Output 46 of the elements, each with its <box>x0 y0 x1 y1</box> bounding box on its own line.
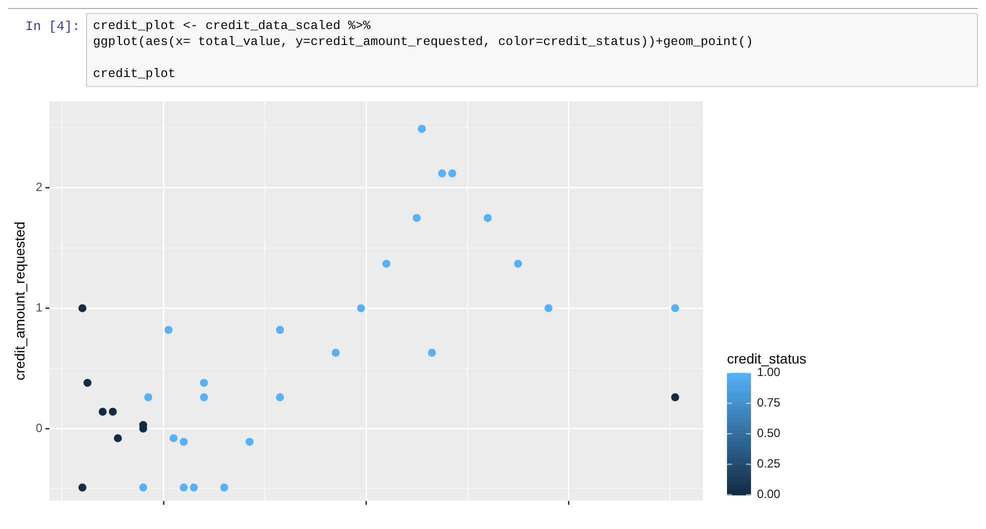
y-tick-label: 2 <box>36 180 43 194</box>
point <box>276 326 284 334</box>
point <box>180 484 188 492</box>
point <box>108 408 117 416</box>
point <box>514 260 522 268</box>
point <box>83 378 92 387</box>
y-tick-label: 0 <box>36 420 43 435</box>
point <box>164 326 173 334</box>
y-tick-label: 1 <box>36 300 43 315</box>
point <box>170 434 178 442</box>
point <box>357 304 366 312</box>
point <box>200 378 208 387</box>
color-bar-title: credit_status <box>727 350 806 367</box>
text: In [4]: <box>24 18 81 34</box>
point <box>144 393 152 402</box>
point <box>671 304 680 312</box>
point <box>190 484 198 492</box>
point <box>412 214 421 222</box>
point <box>544 304 552 312</box>
text: credit_plot <box>93 66 177 82</box>
point <box>428 348 436 357</box>
point <box>448 169 456 178</box>
point <box>220 484 228 492</box>
color-bar-label: 0.50 <box>757 426 781 440</box>
point <box>418 124 426 133</box>
point <box>382 260 390 268</box>
point <box>484 214 492 222</box>
color-bar-label: 0.00 <box>757 487 781 502</box>
point <box>78 304 86 312</box>
point <box>180 438 188 446</box>
point <box>114 434 122 442</box>
point <box>78 484 86 492</box>
point <box>246 438 254 446</box>
point <box>98 408 107 416</box>
point <box>332 348 340 357</box>
color-bar-label: 0.25 <box>757 456 781 471</box>
point <box>671 393 680 402</box>
point <box>276 393 284 402</box>
point <box>200 393 208 402</box>
point <box>139 484 148 492</box>
text: ggplot(aes(x= total_value, y=credit_amount_requested, color=credit_status))+geom_point() <box>93 34 754 50</box>
color-bar-label: 1.00 <box>757 365 781 380</box>
color-bar-label: 0.75 <box>757 396 781 410</box>
y-axis-title: credit_amount_requested <box>11 222 28 380</box>
text: credit_plot <- credit_data_scaled %>% <box>93 18 372 34</box>
point <box>438 169 446 178</box>
